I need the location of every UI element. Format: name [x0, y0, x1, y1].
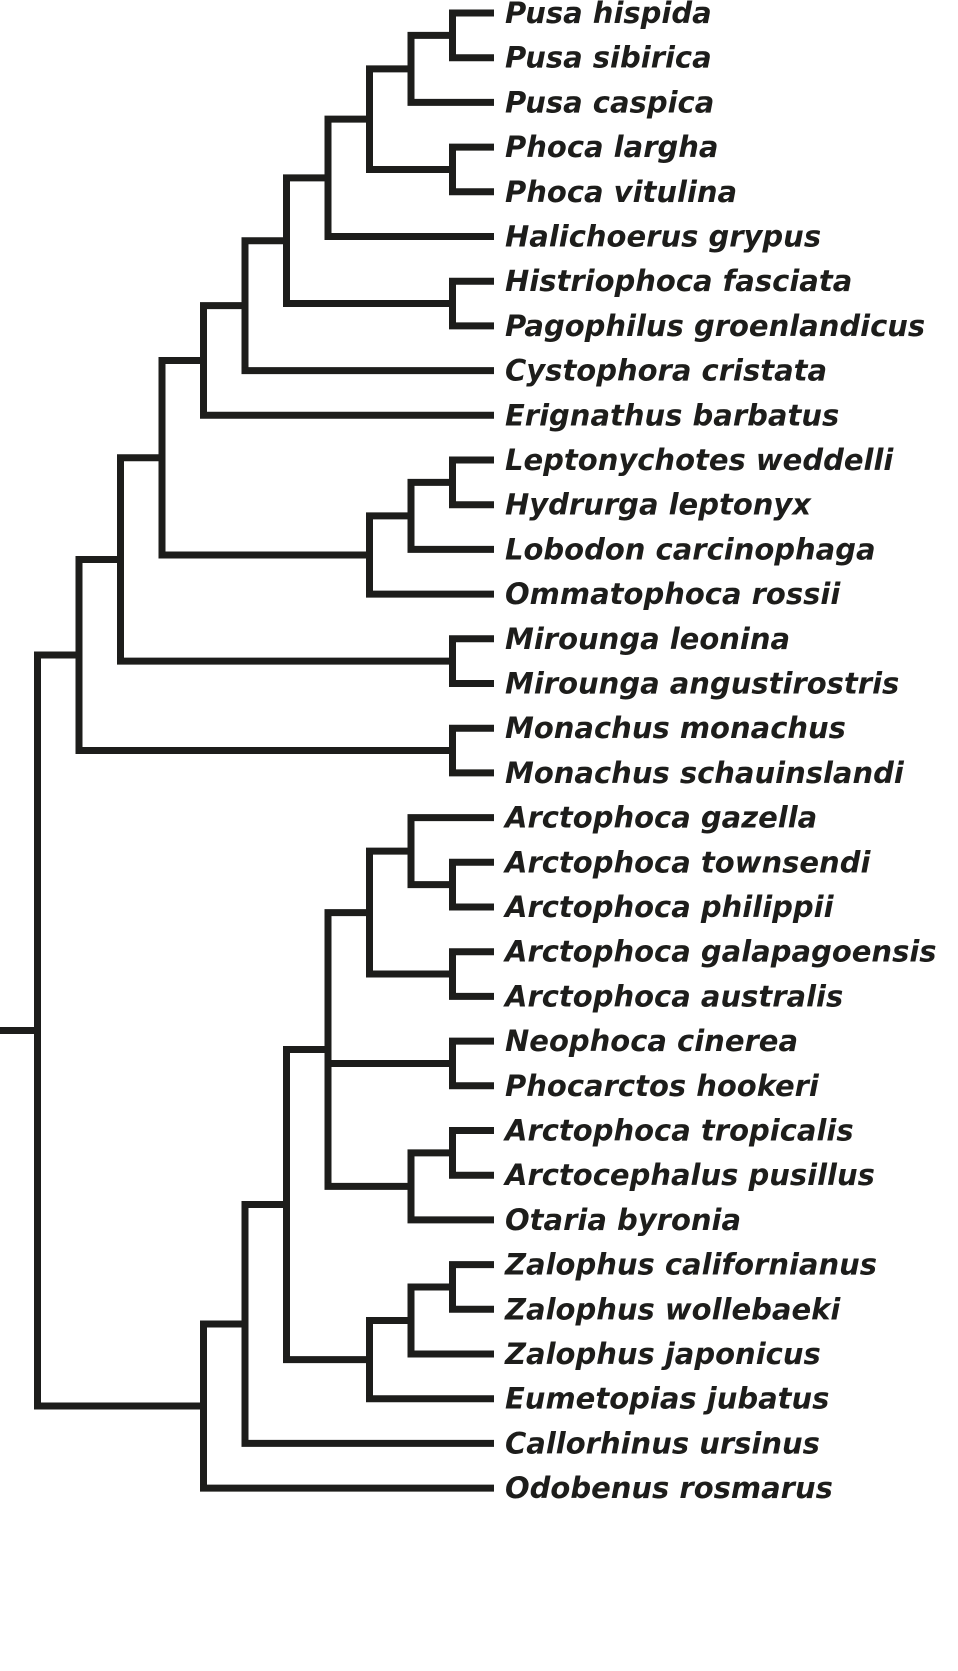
taxon-label-odobenus-rosmarus: Odobenus rosmarus [505, 1471, 833, 1505]
taxon-label-mirounga-leonina: Mirounga leonina [505, 622, 790, 656]
taxon-label-phoca-largha: Phoca largha [505, 130, 718, 164]
taxon-label-zalophus-wollebaeki: Zalophus wollebaeki [504, 1292, 841, 1326]
taxon-label-callorhinus-ursinus: Callorhinus ursinus [505, 1426, 820, 1460]
taxon-label-halichoerus-grypus: Halichoerus grypus [505, 220, 821, 254]
taxon-label-eumetopias-jubatus: Eumetopias jubatus [505, 1382, 829, 1416]
taxon-label-leptonychotes-weddelli: Leptonychotes weddelli [505, 443, 894, 477]
taxon-label-arctophoca-tropicalis: Arctophoca tropicalis [503, 1114, 854, 1148]
taxon-label-pusa-caspica: Pusa caspica [505, 85, 714, 119]
taxon-label-arctophoca-galapagoensis: Arctophoca galapagoensis [503, 935, 937, 969]
taxon-label-phocarctos-hookeri: Phocarctos hookeri [505, 1069, 820, 1103]
taxon-label-arctophoca-townsendi: Arctophoca townsendi [503, 845, 871, 879]
taxon-label-mirounga-angustirostris: Mirounga angustirostris [505, 667, 899, 701]
taxon-label-zalophus-japonicus: Zalophus japonicus [504, 1337, 821, 1371]
taxon-label-pagophilus-groenlandicus: Pagophilus groenlandicus [505, 309, 925, 343]
taxon-label-arctophoca-australis: Arctophoca australis [503, 979, 843, 1013]
taxon-label-zalophus-californianus: Zalophus californianus [504, 1248, 877, 1282]
taxon-label-pusa-sibirica: Pusa sibirica [505, 41, 712, 75]
taxon-label-arctophoca-gazella: Arctophoca gazella [503, 801, 817, 835]
taxon-label-pusa-hispida: Pusa hispida [505, 0, 712, 30]
taxon-label-histriophoca-fasciata: Histriophoca fasciata [505, 264, 852, 298]
taxon-label-monachus-monachus: Monachus monachus [505, 711, 846, 745]
taxon-label-otaria-byronia: Otaria byronia [505, 1203, 741, 1237]
taxon-label-arctophoca-philippii: Arctophoca philippii [503, 890, 835, 924]
taxon-label-neophoca-cinerea: Neophoca cinerea [505, 1024, 798, 1058]
taxon-label-arctocephalus-pusillus: Arctocephalus pusillus [503, 1158, 875, 1192]
taxon-label-erignathus-barbatus: Erignathus barbatus [505, 398, 839, 432]
taxon-label-lobodon-carcinophaga: Lobodon carcinophaga [505, 532, 876, 566]
taxon-label-cystophora-cristata: Cystophora cristata [505, 354, 827, 388]
taxon-label-hydrurga-leptonyx: Hydrurga leptonyx [505, 488, 812, 522]
taxon-label-monachus-schauinslandi: Monachus schauinslandi [505, 756, 905, 790]
taxon-label-phoca-vitulina: Phoca vitulina [505, 175, 737, 209]
taxon-label-ommatophoca-rossii: Ommatophoca rossii [505, 577, 841, 611]
